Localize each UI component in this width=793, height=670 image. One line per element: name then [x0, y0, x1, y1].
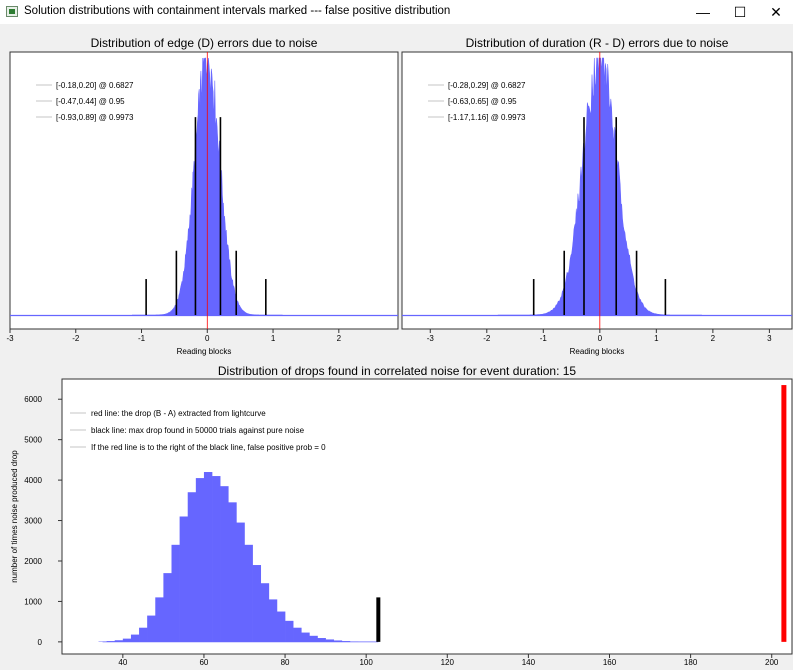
y-tick-label: 1000 — [24, 597, 42, 606]
histogram-bar — [220, 486, 229, 642]
histogram — [10, 57, 398, 316]
histogram-bar — [195, 478, 205, 642]
histogram-bar — [236, 522, 245, 642]
close-button[interactable]: ✕ — [770, 4, 782, 20]
x-tick-label: 120 — [441, 658, 455, 667]
drops-chart-group — [58, 378, 793, 658]
histogram-bar — [268, 599, 278, 642]
title-bar: Solution distributions with containment … — [0, 0, 793, 24]
legend-entry: [-0.28,0.29] @ 0.6827 — [448, 81, 526, 90]
legend-entry: [-0.63,0.65] @ 0.95 — [448, 97, 517, 106]
x-tick-label: 180 — [684, 658, 698, 667]
app-icon — [6, 6, 18, 17]
histogram-bar — [252, 565, 262, 642]
minimize-button[interactable]: — — [696, 4, 710, 20]
histogram-bar — [130, 634, 140, 642]
x-tick-label: 2 — [337, 334, 342, 343]
histogram-bar — [285, 620, 294, 642]
x-tick-label: 0 — [205, 334, 210, 343]
histogram-bar — [106, 641, 116, 642]
x-tick-label: 100 — [359, 658, 373, 667]
black-line — [376, 597, 381, 642]
histogram-bar — [122, 638, 132, 642]
x-tick-label: -3 — [427, 334, 435, 343]
legend-entry: [-0.18,0.20] @ 0.6827 — [56, 81, 134, 90]
histogram-bar — [244, 544, 253, 642]
histogram-bar — [309, 635, 318, 642]
histogram-bar — [187, 492, 197, 642]
histogram-bar — [341, 641, 351, 642]
chart-title: Distribution of edge (D) errors due to n… — [91, 36, 318, 50]
x-tick-label: 1 — [271, 334, 276, 343]
legend-entry: black line: max drop found in 50000 tria… — [91, 426, 305, 435]
x-tick-label: 160 — [603, 658, 617, 667]
x-tick-label: -1 — [540, 334, 548, 343]
histogram-bar — [114, 640, 124, 642]
plot-area — [9, 51, 399, 330]
histogram-bar — [317, 638, 326, 642]
x-tick-label: 80 — [281, 658, 290, 667]
legend-entry: red line: the drop (B - A) extracted fro… — [91, 409, 266, 418]
x-tick-label: 0 — [598, 334, 603, 343]
edge-error-chart-group — [9, 51, 399, 333]
plot-area — [61, 378, 793, 655]
x-tick-label: -1 — [138, 334, 146, 343]
histogram-bar — [139, 627, 148, 642]
histogram-bar — [163, 573, 172, 642]
x-tick-label: 140 — [522, 658, 536, 667]
histogram-bar — [203, 472, 213, 642]
x-tick-label: -2 — [483, 334, 491, 343]
legend-entry: [-0.47,0.44] @ 0.95 — [56, 97, 125, 106]
chart-title: Distribution of drops found in correlate… — [218, 364, 577, 378]
x-tick-label: 40 — [118, 658, 127, 667]
histogram-bar — [260, 583, 270, 642]
y-axis-label: number of times noise produced drop — [10, 450, 19, 583]
y-tick-label: 4000 — [24, 476, 42, 485]
histogram-bar — [212, 476, 221, 642]
histogram-bar — [155, 597, 164, 642]
chart-title: Distribution of duration (R - D) errors … — [466, 36, 729, 50]
histogram-bar — [325, 639, 335, 642]
x-tick-label: 60 — [199, 658, 208, 667]
x-tick-label: 3 — [767, 334, 772, 343]
x-axis-label: Reading blocks — [570, 347, 625, 356]
legend-entry: If the red line is to the right of the b… — [91, 443, 326, 452]
x-tick-label: 200 — [765, 658, 779, 667]
y-tick-label: 3000 — [24, 517, 42, 526]
window-title: Solution distributions with containment … — [24, 5, 451, 17]
y-tick-label: 2000 — [24, 557, 42, 566]
x-tick-label: -3 — [6, 334, 14, 343]
histogram-bar — [179, 516, 189, 642]
histogram-bar — [301, 632, 310, 642]
x-tick-label: -2 — [72, 334, 80, 343]
histogram-bar — [276, 611, 286, 642]
y-tick-label: 0 — [38, 638, 43, 647]
x-axis-label: Reading blocks — [177, 347, 232, 356]
maximize-button[interactable]: ☐ — [733, 4, 747, 20]
histogram-bar — [147, 615, 156, 642]
x-tick-label: 1 — [654, 334, 659, 343]
red-line — [781, 385, 787, 642]
x-tick-label: 2 — [711, 334, 716, 343]
histogram-bar — [228, 502, 237, 642]
legend-entry: [-1.17,1.16] @ 0.9973 — [448, 113, 526, 122]
histogram-bar — [293, 627, 302, 642]
histogram-bar — [333, 640, 343, 642]
legend-entry: [-0.93,0.89] @ 0.9973 — [56, 113, 134, 122]
duration-error-chart-group — [401, 51, 793, 333]
histogram — [402, 57, 792, 316]
y-tick-label: 6000 — [24, 395, 42, 404]
plot-area — [401, 51, 793, 330]
y-tick-label: 5000 — [24, 436, 42, 445]
histogram-bar — [171, 544, 180, 642]
